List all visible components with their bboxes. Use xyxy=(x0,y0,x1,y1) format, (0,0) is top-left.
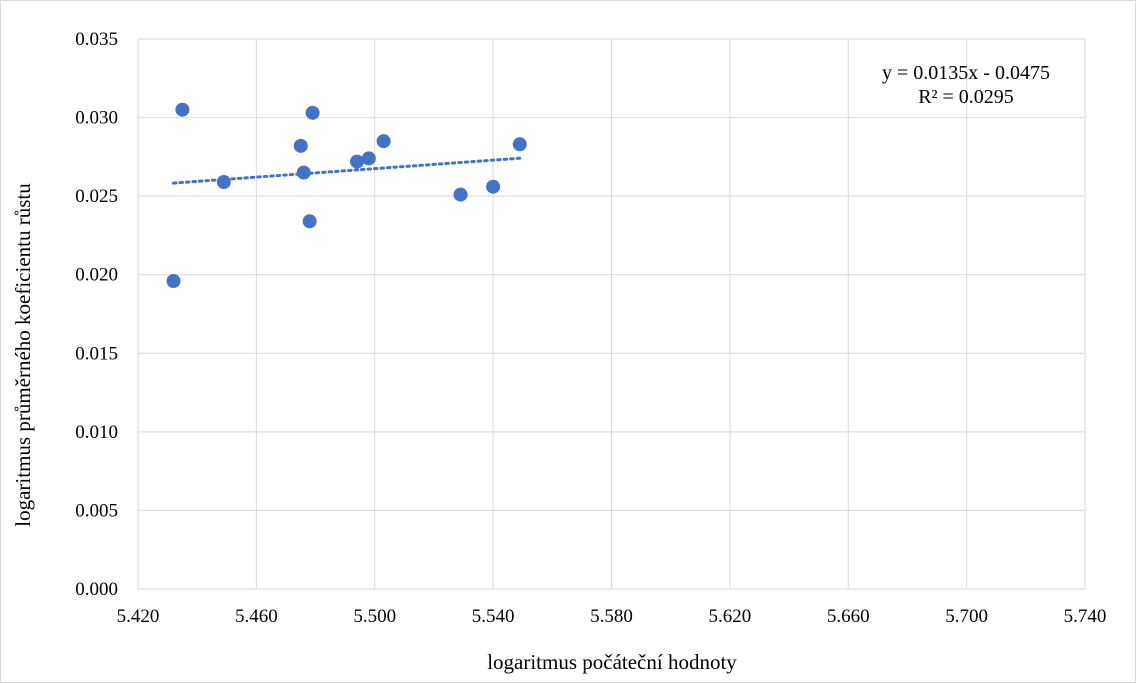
horizontal-gridlines xyxy=(138,38,1085,590)
y-tick-label: 0.025 xyxy=(75,186,118,207)
y-tick-label: 0.005 xyxy=(75,500,118,521)
scatter-point xyxy=(216,175,231,189)
x-tick-label: 5.540 xyxy=(472,606,515,627)
y-axis-title: logaritmus průměrného koeficientu růstu xyxy=(11,183,35,527)
trendline xyxy=(172,156,522,185)
vertical-gridlines xyxy=(137,39,1086,589)
trendline-group xyxy=(172,156,522,185)
scatter-point xyxy=(512,137,527,152)
scatter-point xyxy=(296,165,311,180)
x-tick-labels: 5.420 5.460 5.500 5.540 5.580 5.620 5.660 5.700… xyxy=(117,606,1107,627)
y-tick-label: 0.035 xyxy=(75,29,118,50)
x-tick-label: 5.740 xyxy=(1064,606,1107,627)
scatter-point xyxy=(453,187,468,202)
y-tick-label: 0.020 xyxy=(75,265,118,286)
x-tick-label: 5.420 xyxy=(117,606,160,627)
y-tick-labels: 0.000 0.005 0.010 0.015 0.020 0.025 0.030 0.035 xyxy=(75,29,118,600)
scatter-point xyxy=(166,274,181,288)
scatter-point xyxy=(349,154,364,169)
scatter-point xyxy=(376,134,391,149)
trendline-r-squared: R² = 0.0295 xyxy=(918,86,1014,108)
x-tick-label: 5.500 xyxy=(353,606,396,627)
y-tick-label: 0.010 xyxy=(75,422,118,443)
x-tick-label: 5.580 xyxy=(590,606,633,627)
scatter-point xyxy=(175,102,190,117)
trendline-equation: y = 0.0135x - 0.0475 xyxy=(882,62,1050,84)
y-tick-label: 0.015 xyxy=(75,343,118,364)
x-tick-label: 5.620 xyxy=(709,606,752,627)
scatter-point xyxy=(486,179,501,194)
scatter-point xyxy=(302,214,317,229)
x-tick-label: 5.660 xyxy=(827,606,870,627)
scatter-point xyxy=(361,151,376,166)
x-axis-title: logaritmus počáteční hodnoty xyxy=(487,650,737,674)
y-tick-label: 0.000 xyxy=(75,579,118,600)
scatter-point xyxy=(305,105,320,120)
x-tick-label: 5.700 xyxy=(945,606,988,627)
y-tick-label: 0.030 xyxy=(75,108,118,129)
x-tick-label: 5.460 xyxy=(235,606,278,627)
data-points xyxy=(166,102,527,288)
scatter-point xyxy=(293,138,308,153)
